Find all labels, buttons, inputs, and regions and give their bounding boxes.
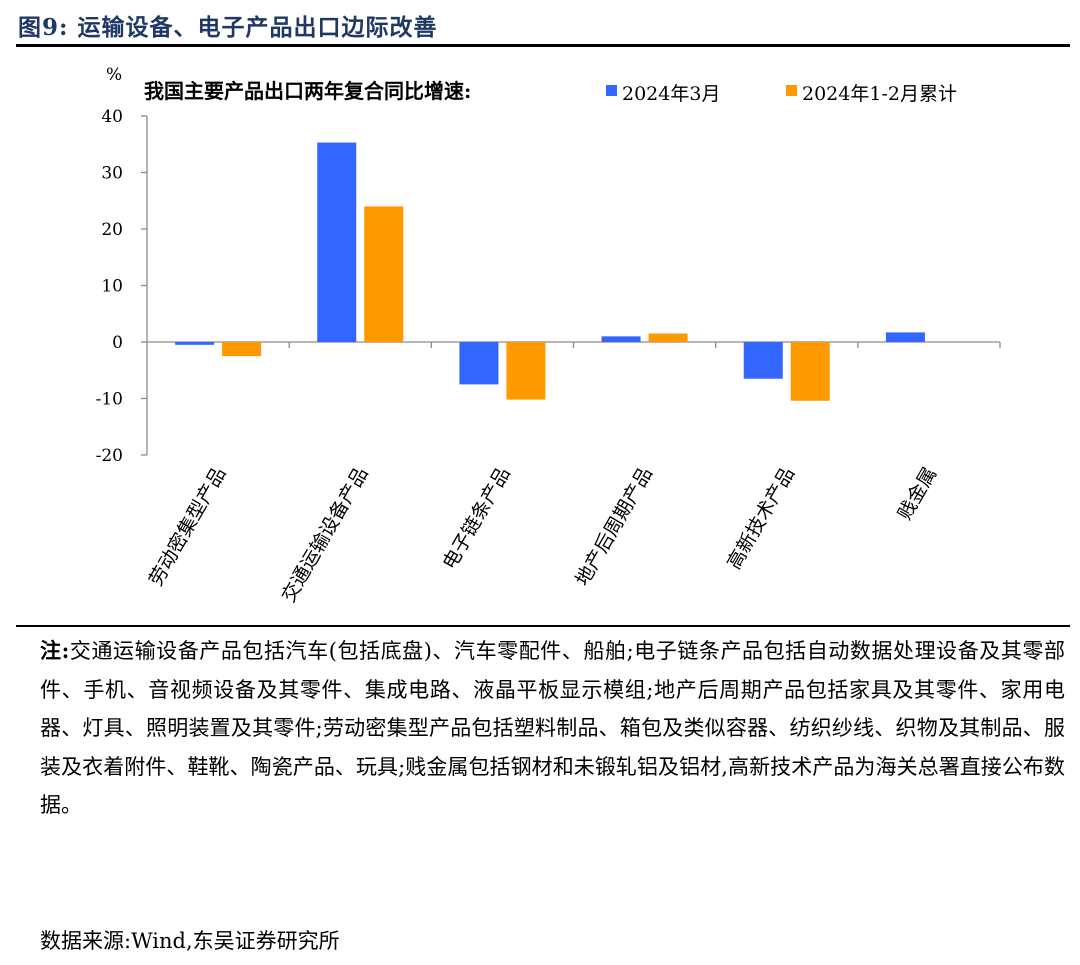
bar	[222, 342, 262, 357]
y-tick-label: 30	[101, 164, 123, 184]
legend: 2024年3月 2024年1-2月累计	[606, 83, 957, 105]
footnote: 注:交通运输设备产品包括汽车(包括底盘)、汽车零配件、船舶;电子链条产品包括自动…	[40, 632, 1065, 825]
bar-chart: % 我国主要产品出口两年复合同比增速: 2024年3月 2024年1-2月累计 4…	[96, 65, 1001, 606]
x-tick-label: 电子链条产品	[439, 463, 515, 573]
y-tick-label: 10	[101, 277, 123, 297]
bar	[885, 332, 925, 342]
legend-label: 2024年3月	[622, 83, 720, 105]
y-tick-label: -10	[96, 390, 123, 410]
bar	[459, 342, 499, 385]
x-tick-label: 劳动密集型产品	[145, 464, 231, 590]
bar	[790, 342, 830, 401]
bar	[506, 342, 546, 400]
bar	[317, 142, 357, 342]
bar	[364, 206, 404, 342]
chart-title: 我国主要产品出口两年复合同比增速:	[144, 79, 471, 103]
figure-label: 图9:	[18, 14, 69, 41]
top-rule	[16, 44, 1070, 47]
x-tick-label: 贱金属	[894, 464, 942, 524]
figure-title-text: 运输设备、电子产品出口边际改善	[77, 14, 438, 41]
y-tick-label: 20	[101, 220, 123, 240]
bar	[175, 342, 215, 345]
legend-swatch	[786, 85, 797, 96]
bar	[601, 336, 641, 342]
note-rule	[16, 625, 1070, 627]
data-source: 数据来源:Wind,东吴证券研究所	[40, 929, 340, 953]
note-text: 交通运输设备产品包括汽车(包括底盘)、汽车零配件、船舶;电子链条产品包括自动数据…	[40, 639, 1065, 818]
note-label: 注:	[40, 638, 70, 663]
x-tick-label: 地产后周期产品	[571, 464, 657, 590]
y-tick-label: -20	[96, 446, 123, 466]
figure-title: 图9: 运输设备、电子产品出口边际改善	[18, 8, 438, 42]
bar	[648, 333, 688, 342]
legend-swatch	[606, 85, 617, 96]
y-tick-label: 40	[101, 107, 123, 127]
bars	[175, 142, 925, 401]
axes: 40 30 20 10 0 -10 -20	[96, 107, 1001, 466]
y-tick-label: 0	[112, 333, 123, 353]
bar	[743, 342, 783, 379]
legend-label: 2024年1-2月累计	[802, 83, 957, 105]
x-tick-label: 高新技术产品	[723, 464, 799, 574]
x-tick-label: 交通运输设备产品	[278, 464, 373, 607]
x-tick-labels: 劳动密集型产品 交通运输设备产品 电子链条产品 地产后周期产品 高新技术产品 贱金属	[145, 463, 941, 606]
y-unit-label: %	[106, 65, 122, 85]
